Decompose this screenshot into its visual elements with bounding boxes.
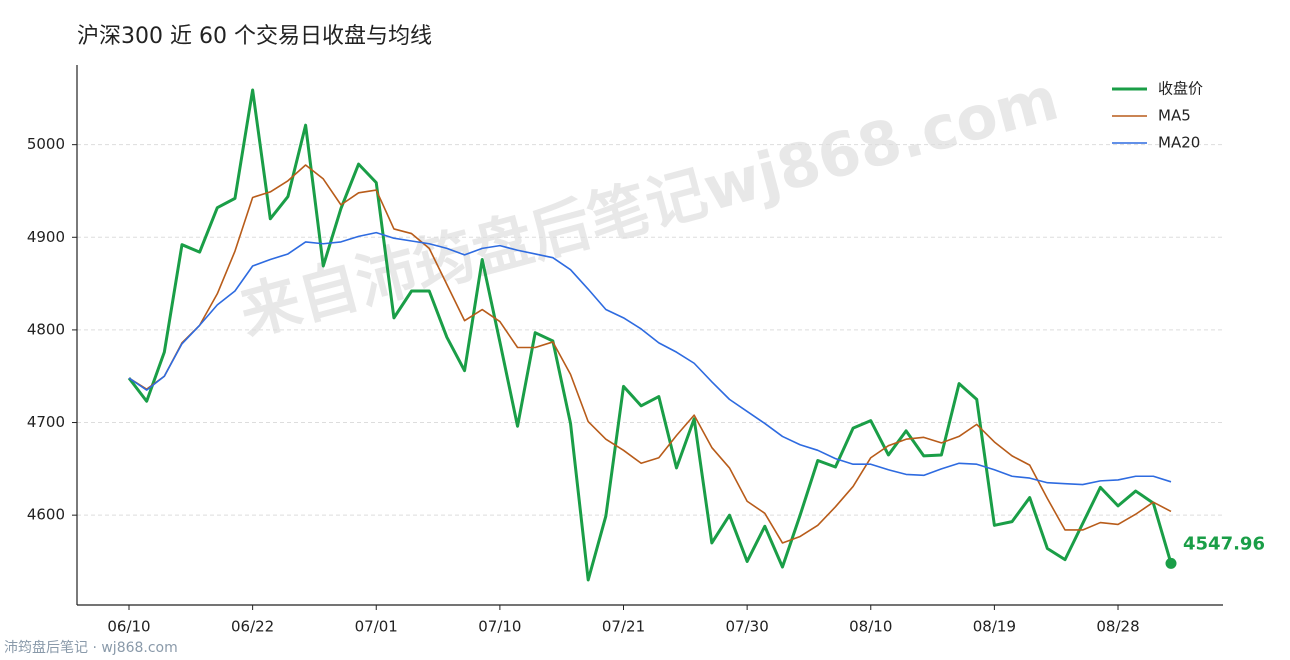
x-tick-label: 06/10 <box>107 618 150 636</box>
legend-label: MA5 <box>1158 107 1191 125</box>
y-tick-label: 4700 <box>27 413 65 431</box>
x-tick-label: 08/28 <box>1096 618 1139 636</box>
source: 沛筠盘后笔记 · wj868.com <box>4 639 178 656</box>
series-line <box>127 88 1173 582</box>
y-tick-label: 5000 <box>27 135 65 153</box>
last-point <box>1165 557 1177 569</box>
y-tick-label: 4600 <box>27 506 65 524</box>
x-tick-label: 08/10 <box>849 618 892 636</box>
y-tick-label: 4800 <box>27 320 65 338</box>
x-tick-label: 06/22 <box>231 618 274 636</box>
x-tick-label: 08/19 <box>973 618 1016 636</box>
x-tick-label: 07/01 <box>355 618 398 636</box>
x-tick-label: 07/30 <box>726 618 769 636</box>
legend-label: 收盘价 <box>1158 80 1203 98</box>
x-tick-label: 07/10 <box>478 618 521 636</box>
y-tick-label: 4900 <box>27 228 65 246</box>
series-line <box>128 231 1172 486</box>
legend-label: MA20 <box>1158 134 1200 152</box>
watermark: 来自沛筠盘后笔记wj868.com <box>233 64 1066 350</box>
last-value-label: 4547.96 <box>1183 533 1265 554</box>
x-tick-label: 07/21 <box>602 618 645 636</box>
series-line <box>128 164 1172 544</box>
chart-title: 沪深300 近 60 个交易日收盘与均线 <box>77 24 432 49</box>
